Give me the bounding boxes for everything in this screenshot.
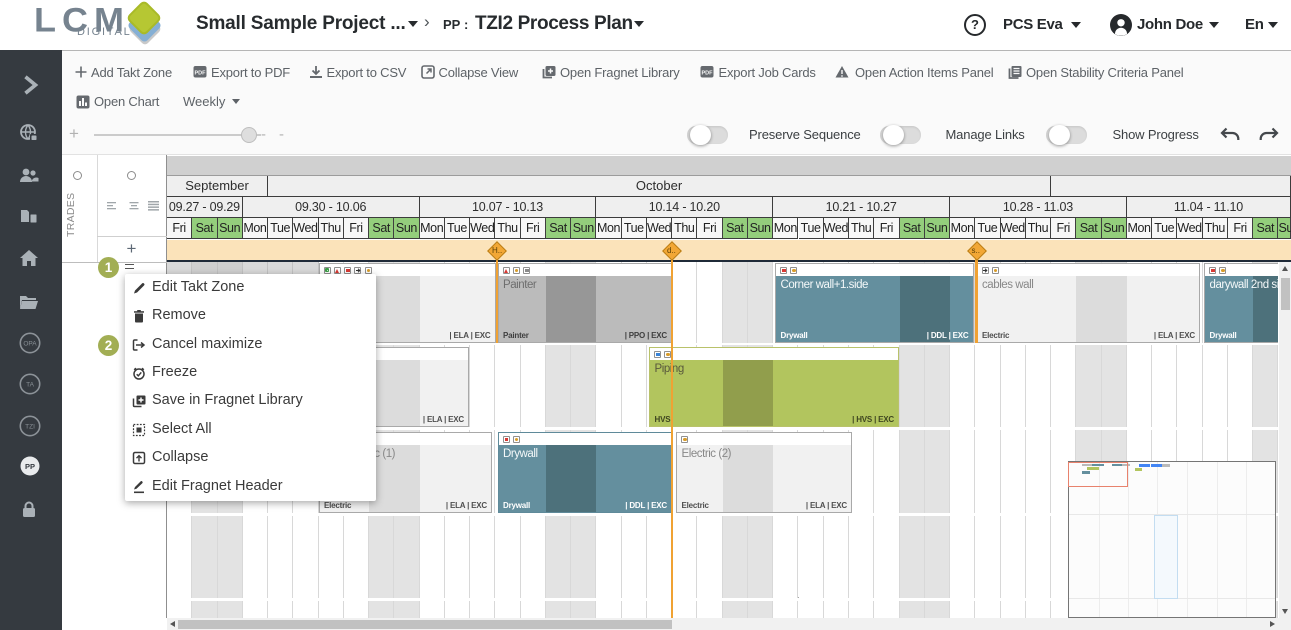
svg-text:TA: TA: [26, 382, 34, 389]
svg-text:TZI: TZI: [25, 424, 35, 431]
svg-text:PDF: PDF: [702, 71, 714, 77]
svg-text:OPA: OPA: [23, 341, 37, 348]
svg-text:PP: PP: [25, 462, 35, 471]
svg-text:PDF: PDF: [195, 71, 207, 77]
